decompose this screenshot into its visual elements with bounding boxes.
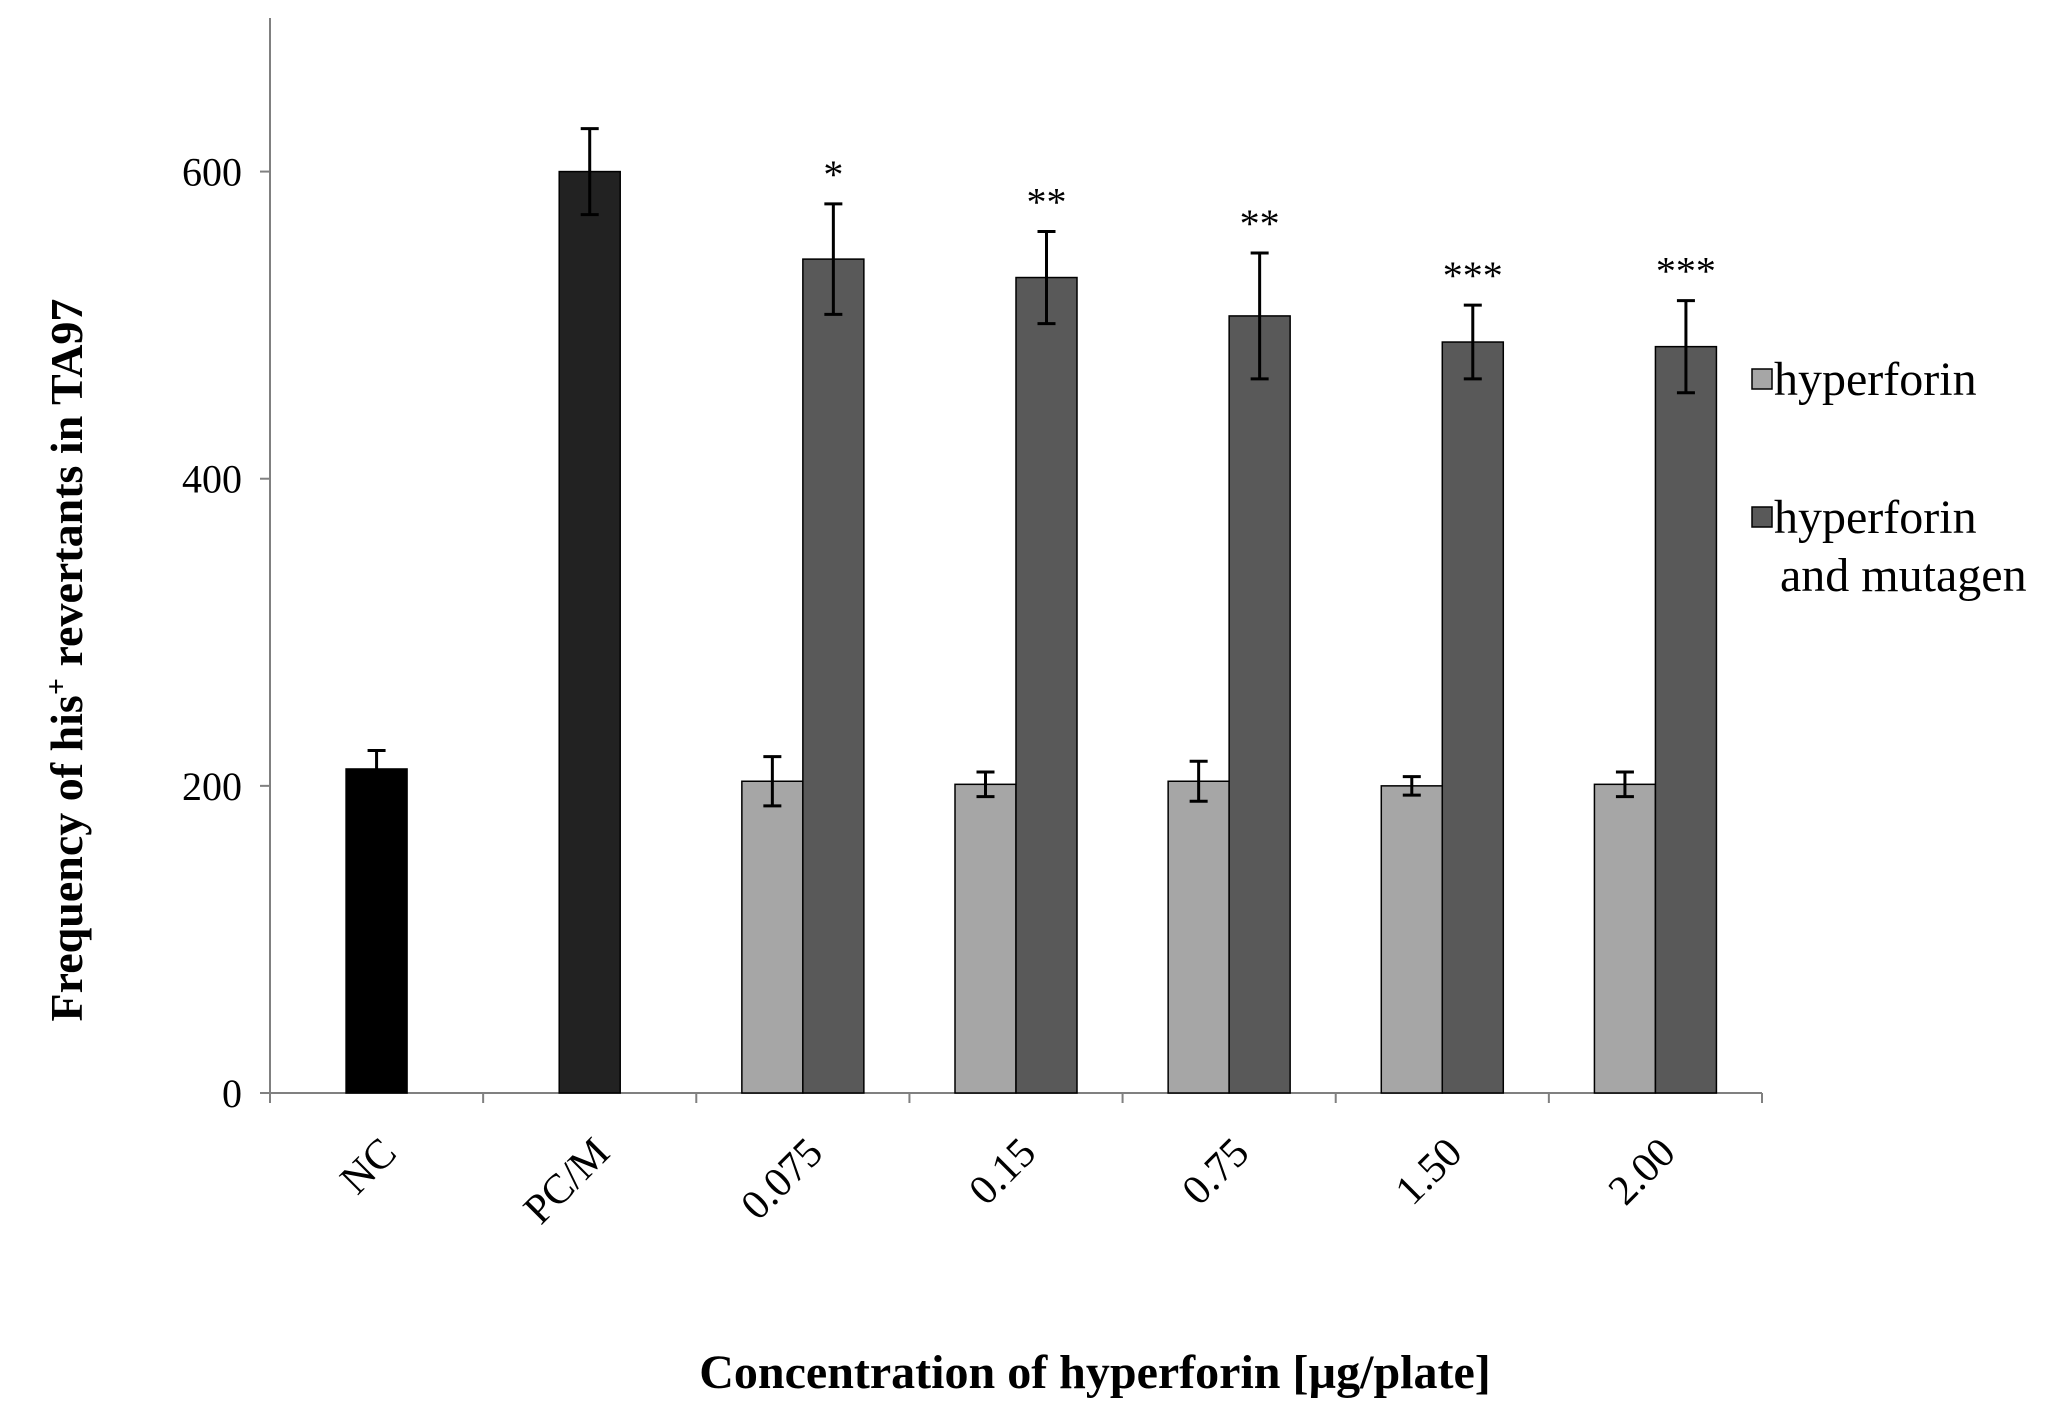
- bar-series-1: [1167, 780, 1230, 1094]
- bar-series-1: [1380, 785, 1444, 1094]
- x-tick-label: PC/M: [515, 1130, 619, 1234]
- significance-marker: ***: [1443, 253, 1503, 298]
- y-tick-label: 400: [182, 457, 242, 502]
- bar-series-1: [954, 783, 1017, 1094]
- error-bars: [367, 127, 1695, 808]
- bar-pc-m: [558, 170, 621, 1094]
- x-tick-label: 0.75: [1174, 1130, 1258, 1214]
- significance-marker: *: [823, 152, 843, 197]
- bar-nc: [345, 768, 408, 1094]
- y-tick-label: 200: [182, 764, 242, 809]
- bar-series-1: [741, 780, 804, 1094]
- bar-series-2: [1228, 315, 1291, 1094]
- x-axis-title: Concentration of hyperforin [µg/plate]: [699, 1346, 1491, 1399]
- bar-series-2: [1441, 341, 1505, 1094]
- legend-label: and mutagen: [1780, 549, 2027, 602]
- bar-series-1: [1593, 783, 1657, 1094]
- bar-series-2: [1015, 276, 1078, 1094]
- bar-series-2: [802, 258, 865, 1094]
- x-tick-label: NC: [332, 1130, 406, 1204]
- legend-label: hyperforin: [1774, 353, 1977, 406]
- legend-label: hyperforin: [1774, 491, 1977, 544]
- x-tick-label: 2.00: [1600, 1130, 1684, 1214]
- bars: [345, 170, 1718, 1094]
- y-tick-label: 600: [182, 150, 242, 195]
- x-tick-label: 1.50: [1387, 1130, 1471, 1214]
- significance-marker: **: [1240, 201, 1280, 246]
- y-tick-label: 0: [222, 1071, 242, 1116]
- legend-swatch-2: [1751, 506, 1773, 528]
- legend-swatch-1: [1751, 368, 1773, 390]
- bar-series-2: [1654, 345, 1718, 1094]
- significance-marker: **: [1027, 179, 1067, 224]
- x-tick-label: 0.075: [733, 1130, 832, 1229]
- x-tick-label: 0.15: [961, 1130, 1045, 1214]
- significance-marker: ***: [1656, 249, 1716, 294]
- y-axis-title: Frequency of his+ revertants in TA97: [40, 299, 93, 1022]
